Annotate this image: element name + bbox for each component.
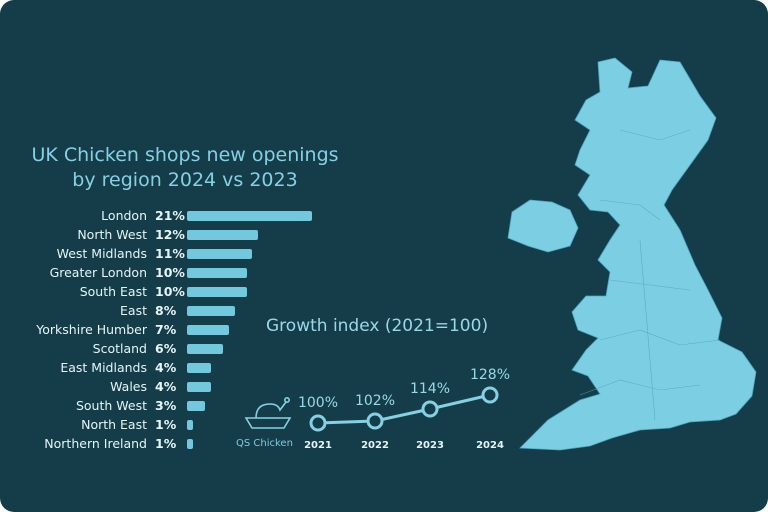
growth-year-label: 2021 [304, 440, 332, 451]
bar [187, 249, 253, 259]
growth-point [366, 412, 384, 430]
bar [187, 325, 229, 335]
bar-value-label: 7% [155, 322, 177, 337]
growth-line [317, 393, 491, 425]
roast-chicken-icon [244, 396, 292, 429]
growth-value-label: 100% [298, 395, 338, 411]
title-line-1: UK Chicken shops new openings [31, 144, 339, 166]
bar-category-label: South West [75, 398, 147, 413]
bar-category-label: Greater London [49, 265, 147, 280]
map-northern-ireland [507, 199, 579, 253]
bar-value-label: 21% [155, 208, 185, 223]
bar-category-label: London [101, 208, 147, 223]
bar-category-label: North East [81, 417, 147, 432]
growth-point [481, 386, 499, 404]
chart-title: UK Chicken shops new openings by region … [0, 143, 370, 193]
bar-value-label: 4% [155, 360, 177, 375]
bar [187, 344, 223, 354]
growth-title: Growth index (2021=100) [266, 316, 489, 336]
bar-category-label: South East [79, 284, 147, 299]
series-label: QS Chicken [236, 438, 293, 449]
growth-value-label: 102% [355, 393, 395, 409]
bar-value-label: 1% [155, 436, 177, 451]
growth-year-label: 2022 [361, 440, 389, 451]
bar [187, 439, 193, 449]
bar-value-label: 10% [155, 265, 185, 280]
growth-value-label: 128% [470, 367, 510, 383]
title-line-2: by region 2024 vs 2023 [72, 169, 298, 191]
bar-value-label: 11% [155, 246, 185, 261]
bar-value-label: 3% [155, 398, 177, 413]
growth-year-label: 2024 [476, 440, 504, 451]
bar-category-label: Wales [110, 379, 147, 394]
growth-year-label: 2023 [416, 440, 444, 451]
bar [187, 287, 247, 297]
growth-point [421, 400, 439, 418]
bar-category-label: Northern Ireland [44, 436, 147, 451]
bar-category-label: Yorkshire Humber [36, 322, 147, 337]
bar-category-label: West Midlands [56, 246, 147, 261]
bar-value-label: 6% [155, 341, 177, 356]
bar [187, 230, 259, 240]
bar-value-label: 4% [155, 379, 177, 394]
bar [187, 268, 247, 278]
bar-value-label: 12% [155, 227, 185, 242]
bar-category-label: East [120, 303, 147, 318]
growth-value-label: 114% [410, 381, 450, 397]
bar [187, 306, 235, 316]
growth-point [309, 414, 327, 432]
bar-category-label: Scotland [92, 341, 147, 356]
bar [187, 363, 211, 373]
bar-category-label: East Midlands [60, 360, 147, 375]
map-great-britain [519, 57, 757, 451]
bar [187, 420, 193, 430]
bar [187, 211, 312, 221]
bar-value-label: 1% [155, 417, 177, 432]
bar [187, 382, 211, 392]
bar-value-label: 10% [155, 284, 185, 299]
bar-value-label: 8% [155, 303, 177, 318]
bar-category-label: North West [77, 227, 147, 242]
bar [187, 401, 205, 411]
